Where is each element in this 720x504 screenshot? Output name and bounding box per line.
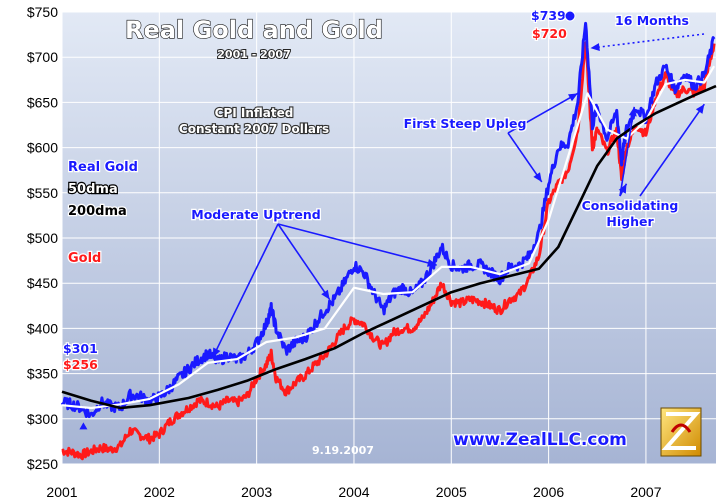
grid — [61, 11, 716, 465]
series-lines — [60, 21, 717, 461]
y-axis-ticks: $250 $300 $350 $400 $450 $500 $550 $600 $650 $700… — [27, 4, 58, 472]
y-tick-label: $350 — [27, 366, 58, 382]
series-50dma — [61, 65, 716, 410]
legend-50dma: 50dma — [68, 182, 118, 197]
annotation-arrows — [79, 33, 705, 430]
x-tick-label: 2003 — [241, 484, 272, 500]
annotation-moderate-uptrend: Moderate Uptrend — [191, 207, 320, 222]
annotation-arrowhead — [628, 106, 637, 117]
annotation-arrow — [507, 92, 579, 134]
cpi-note-line2: Constant 2007 Dollars — [179, 122, 329, 136]
annotation-arrow — [277, 223, 331, 300]
legend-200dma: 200dma — [68, 204, 127, 219]
date-stamp: 9.19.2007 — [312, 444, 374, 457]
annotation-consolidating: Consolidating — [582, 198, 679, 213]
label-real-start: $301 — [63, 341, 98, 356]
low-marker-caret — [79, 422, 88, 430]
x-tick-label: 2005 — [436, 484, 467, 500]
y-tick-label: $550 — [27, 185, 58, 201]
x-tick-label: 2004 — [338, 484, 369, 500]
annotation-arrow — [590, 33, 705, 49]
zeal-url: www.ZealLLC.com — [453, 430, 627, 450]
series-200dma — [61, 84, 717, 410]
info-icon — [564, 10, 576, 22]
series-real-gold — [60, 21, 716, 419]
label-nominal-start: $256 — [63, 357, 98, 372]
annotation-first-steep-upleg: First Steep Upleg — [404, 116, 527, 131]
x-tick-label: 2006 — [533, 484, 564, 500]
legend-real-gold: Real Gold — [68, 160, 138, 175]
annotation-arrow — [639, 103, 705, 197]
y-tick-label: $750 — [27, 4, 58, 20]
annotation-arrow — [212, 223, 279, 358]
annotation-arrow — [277, 223, 437, 266]
chart-subtitle: 2001 - 2007 — [217, 48, 290, 61]
annotation-arrow — [507, 132, 543, 183]
annotation-arrow — [619, 106, 636, 197]
series-gold — [61, 41, 716, 461]
annotation-arrowhead — [321, 289, 330, 300]
chart-title: Real Gold and Gold — [125, 16, 383, 44]
y-tick-label: $600 — [27, 140, 58, 156]
annotation-arrowhead — [212, 347, 221, 358]
annotation-16-months: 16 Months — [615, 13, 689, 28]
y-tick-label: $250 — [27, 456, 58, 472]
annotation-higher: Higher — [606, 214, 654, 229]
label-nominal-peak: $720 — [532, 26, 567, 41]
legend-gold: Gold — [68, 251, 101, 266]
x-axis-ticks: 2001 2002 2003 2004 2005 2006 2007 — [46, 484, 661, 500]
annotation-arrowhead — [695, 104, 705, 114]
annotation-arrowhead — [533, 172, 542, 182]
y-tick-label: $650 — [27, 94, 58, 110]
y-tick-label: $450 — [27, 275, 58, 291]
cpi-note-line1: CPI Inflated — [215, 106, 294, 120]
annotation-arrowhead — [568, 93, 578, 102]
zeal-logo — [660, 407, 702, 457]
y-tick-label: $400 — [27, 320, 58, 336]
x-tick-label: 2002 — [144, 484, 175, 500]
y-tick-label: $300 — [27, 411, 58, 427]
y-tick-label: $700 — [27, 49, 58, 65]
x-tick-label: 2001 — [46, 484, 77, 500]
annotation-arrowhead — [618, 183, 627, 194]
annotation-arrowhead — [426, 258, 437, 267]
label-real-peak: $739 — [531, 8, 566, 23]
annotation-arrowhead — [590, 43, 600, 52]
y-tick-label: $500 — [27, 230, 58, 246]
x-tick-label: 2007 — [630, 484, 661, 500]
